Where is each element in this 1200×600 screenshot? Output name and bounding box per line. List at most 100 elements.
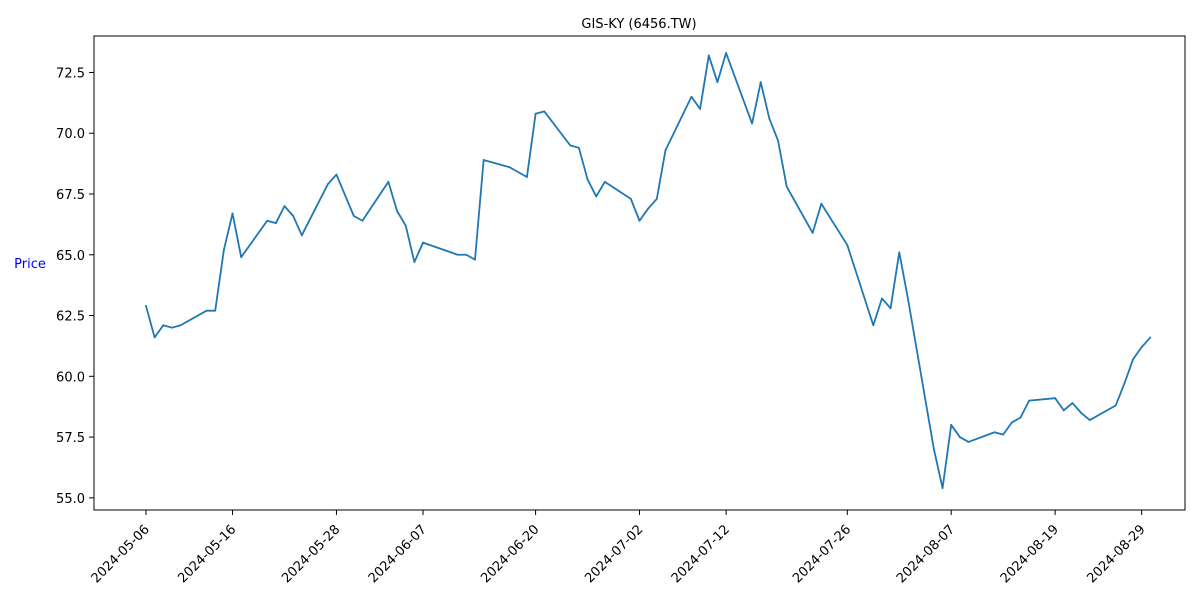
data-point	[707, 54, 710, 57]
data-point	[1080, 411, 1082, 414]
data-point	[465, 253, 468, 256]
y-tick-label: 72.5	[56, 66, 85, 81]
y-tick-label: 55.0	[56, 492, 85, 507]
data-point	[145, 304, 147, 307]
data-point	[933, 448, 935, 451]
data-point	[941, 487, 944, 490]
data-point	[655, 197, 658, 200]
data-point	[162, 324, 165, 327]
y-tick-label: 57.5	[56, 431, 85, 446]
data-point	[1149, 336, 1152, 339]
y-axis-label: Price	[14, 257, 46, 272]
x-tick-label: 2024-06-07	[366, 522, 430, 586]
data-point	[456, 253, 459, 256]
data-point	[326, 183, 329, 186]
data-point	[361, 219, 364, 222]
data-point	[725, 52, 727, 54]
data-point	[907, 297, 909, 300]
data-point	[898, 251, 901, 254]
x-tick-label: 2024-07-02	[582, 522, 646, 586]
data-point	[820, 202, 823, 205]
data-point	[240, 256, 243, 259]
x-tick-label: 2024-07-26	[790, 522, 854, 586]
data-point	[1028, 399, 1031, 402]
data-point	[543, 110, 546, 113]
data-point	[629, 197, 632, 200]
data-point	[1123, 382, 1126, 385]
data-point	[482, 159, 485, 161]
data-point	[179, 324, 182, 327]
data-point	[413, 261, 416, 263]
data-point	[958, 436, 961, 438]
data-point	[777, 139, 779, 142]
data-point	[266, 219, 269, 222]
data-point	[508, 166, 511, 169]
data-point	[205, 309, 208, 312]
data-point	[889, 307, 892, 310]
y-tick-label: 70.0	[56, 127, 85, 142]
y-tick-label: 67.5	[56, 188, 85, 203]
data-point	[638, 219, 641, 222]
y-axis: 55.0 57.5 60.0 62.5 65.0 67.5 70.0 72.5	[56, 66, 94, 507]
data-point	[699, 108, 702, 110]
data-point	[1114, 404, 1117, 407]
data-point	[526, 176, 528, 178]
x-tick-label: 2024-08-29	[1084, 522, 1148, 586]
data-point	[534, 112, 537, 115]
chart-title: GIS-KY (6456.TW)	[581, 17, 696, 32]
data-point	[1132, 358, 1134, 361]
y-tick-label: 65.0	[56, 249, 85, 264]
data-point	[474, 258, 476, 261]
data-point	[335, 173, 338, 176]
price-series-line	[145, 52, 1152, 490]
data-point	[396, 210, 398, 212]
data-point	[1002, 433, 1005, 436]
data-point	[647, 207, 650, 210]
data-point	[222, 249, 225, 251]
y-tick-label: 60.0	[56, 370, 85, 385]
data-point	[422, 241, 424, 244]
data-point	[595, 195, 598, 198]
data-point	[811, 231, 814, 234]
data-point	[404, 224, 407, 227]
data-point	[387, 180, 390, 183]
data-point	[950, 424, 953, 426]
x-tick-label: 2024-07-12	[669, 522, 733, 586]
x-tick-label: 2024-08-07	[894, 522, 958, 586]
data-point	[300, 234, 303, 237]
data-point	[292, 214, 295, 217]
y-tick-label: 62.5	[56, 310, 85, 325]
x-tick-label: 2024-08-19	[998, 522, 1062, 586]
data-point	[1010, 421, 1013, 424]
data-point	[759, 81, 762, 84]
data-point	[153, 336, 156, 339]
x-tick-label: 2024-05-06	[89, 522, 153, 586]
data-point	[716, 81, 719, 84]
data-point	[993, 431, 996, 434]
data-point	[283, 205, 286, 208]
data-point	[1054, 397, 1057, 400]
data-point	[664, 149, 667, 152]
data-point	[586, 178, 589, 181]
data-point	[1071, 402, 1074, 404]
data-point	[1062, 409, 1065, 412]
data-point	[569, 144, 572, 147]
plot-area-frame	[93, 35, 1186, 511]
x-tick-label: 2024-06-20	[478, 522, 542, 586]
data-point	[171, 326, 173, 329]
data-point	[785, 185, 788, 188]
data-points	[145, 52, 1152, 490]
data-point	[352, 214, 355, 217]
data-point	[603, 180, 606, 183]
data-point	[881, 297, 883, 300]
data-point	[846, 244, 849, 246]
data-point	[1019, 416, 1022, 419]
data-point	[577, 146, 580, 149]
data-point	[1088, 419, 1091, 421]
data-point	[967, 441, 970, 443]
x-axis: 2024-05-06 2024-05-16 2024-05-28 2024-06-07…	[89, 510, 1149, 586]
x-tick-label: 2024-05-28	[279, 522, 343, 586]
data-point	[1140, 346, 1143, 349]
data-point	[751, 122, 753, 125]
